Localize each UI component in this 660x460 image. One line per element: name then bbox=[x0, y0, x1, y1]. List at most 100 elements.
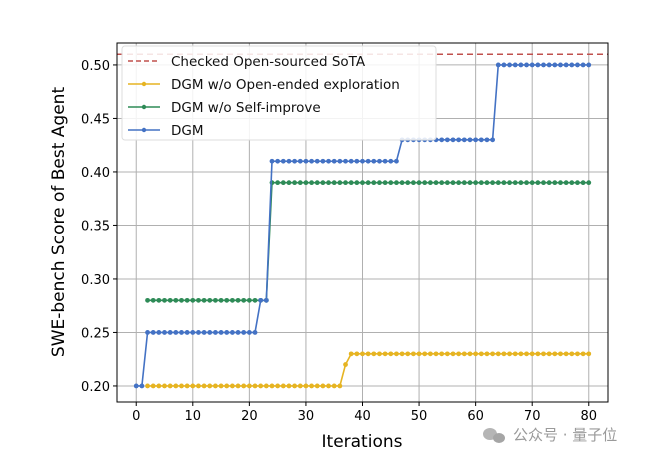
x-tick-label: 60 bbox=[467, 409, 484, 424]
data-point bbox=[439, 180, 445, 186]
data-point bbox=[450, 137, 456, 143]
data-point bbox=[394, 158, 399, 164]
data-point bbox=[535, 180, 541, 186]
data-point bbox=[354, 180, 360, 186]
data-point bbox=[507, 62, 512, 68]
data-point bbox=[558, 180, 563, 186]
data-point bbox=[337, 383, 343, 389]
data-point bbox=[507, 351, 512, 357]
data-point bbox=[326, 158, 331, 164]
data-point bbox=[563, 351, 569, 357]
data-point bbox=[580, 62, 586, 68]
data-point bbox=[229, 383, 235, 389]
data-point bbox=[156, 330, 162, 335]
watermark-text: 公众号 · 量子位 bbox=[513, 426, 617, 444]
data-point bbox=[399, 180, 405, 186]
data-point bbox=[427, 180, 433, 186]
data-point bbox=[450, 180, 456, 186]
data-point bbox=[388, 351, 394, 357]
data-point bbox=[320, 158, 326, 164]
data-point bbox=[461, 137, 467, 143]
y-tick-label: 0.40 bbox=[81, 166, 110, 181]
data-point bbox=[145, 297, 150, 303]
data-point bbox=[546, 62, 552, 68]
data-point bbox=[348, 180, 354, 186]
data-point bbox=[286, 383, 292, 389]
data-point bbox=[518, 351, 524, 357]
data-point bbox=[473, 180, 479, 186]
data-point bbox=[275, 383, 281, 389]
data-point bbox=[184, 330, 190, 335]
data-point bbox=[150, 383, 156, 389]
data-point bbox=[490, 137, 496, 143]
data-point bbox=[224, 383, 230, 389]
legend-label: DGM w/o Self-improve bbox=[171, 100, 321, 116]
data-point bbox=[377, 158, 382, 164]
data-point bbox=[269, 158, 275, 164]
data-point bbox=[173, 383, 179, 389]
data-point bbox=[196, 383, 201, 389]
legend-marker bbox=[141, 127, 147, 133]
data-point bbox=[524, 351, 529, 357]
data-point bbox=[422, 180, 428, 186]
data-point bbox=[360, 158, 365, 164]
data-point bbox=[207, 383, 213, 389]
data-point bbox=[467, 180, 473, 186]
data-point bbox=[495, 351, 501, 357]
data-point bbox=[569, 180, 575, 186]
data-point bbox=[586, 62, 592, 68]
wechat-icon bbox=[483, 428, 505, 443]
x-tick-label: 20 bbox=[241, 409, 258, 424]
data-point bbox=[507, 180, 512, 186]
y-tick-label: 0.50 bbox=[81, 59, 110, 74]
data-point bbox=[309, 158, 314, 164]
data-point bbox=[546, 351, 552, 357]
data-point bbox=[303, 158, 309, 164]
data-point bbox=[529, 180, 535, 186]
data-point bbox=[411, 351, 416, 357]
data-point bbox=[190, 383, 196, 389]
data-point bbox=[484, 180, 490, 186]
data-point bbox=[184, 383, 190, 389]
data-point bbox=[297, 180, 303, 186]
legend: Checked Open-sourced SoTA DGM w/o Open-en… bbox=[121, 45, 437, 141]
series-line bbox=[147, 181, 589, 302]
x-tick-label: 0 bbox=[132, 409, 140, 424]
data-point bbox=[382, 158, 388, 164]
data-point bbox=[399, 351, 405, 357]
data-point bbox=[518, 180, 524, 186]
data-point bbox=[518, 62, 524, 68]
data-point bbox=[382, 180, 388, 186]
data-point bbox=[467, 137, 473, 143]
data-point bbox=[501, 62, 507, 68]
data-point bbox=[512, 351, 518, 357]
data-point bbox=[411, 180, 416, 186]
data-point bbox=[297, 158, 303, 164]
data-point bbox=[286, 180, 292, 186]
data-point bbox=[580, 180, 586, 186]
data-point bbox=[478, 137, 484, 143]
data-point bbox=[348, 351, 354, 357]
data-point bbox=[145, 383, 150, 389]
data-point bbox=[314, 180, 320, 186]
data-point bbox=[586, 351, 592, 357]
data-point bbox=[558, 62, 563, 68]
data-point bbox=[416, 180, 422, 186]
legend-label: Checked Open-sourced SoTA bbox=[171, 54, 366, 70]
data-point bbox=[371, 180, 377, 186]
data-point bbox=[354, 351, 360, 357]
data-point bbox=[331, 383, 337, 389]
data-point bbox=[529, 62, 535, 68]
data-point bbox=[241, 330, 247, 335]
data-point bbox=[495, 180, 501, 186]
data-point bbox=[235, 383, 241, 389]
data-point bbox=[224, 297, 230, 303]
y-ticks: 0.20 0.25 0.30 0.35 0.40 0.45 0.50 bbox=[81, 59, 117, 395]
y-tick-label: 0.45 bbox=[81, 112, 110, 127]
data-point bbox=[207, 297, 213, 303]
data-point bbox=[190, 297, 196, 303]
data-point bbox=[331, 158, 337, 164]
data-point bbox=[167, 330, 173, 335]
data-point bbox=[405, 180, 411, 186]
